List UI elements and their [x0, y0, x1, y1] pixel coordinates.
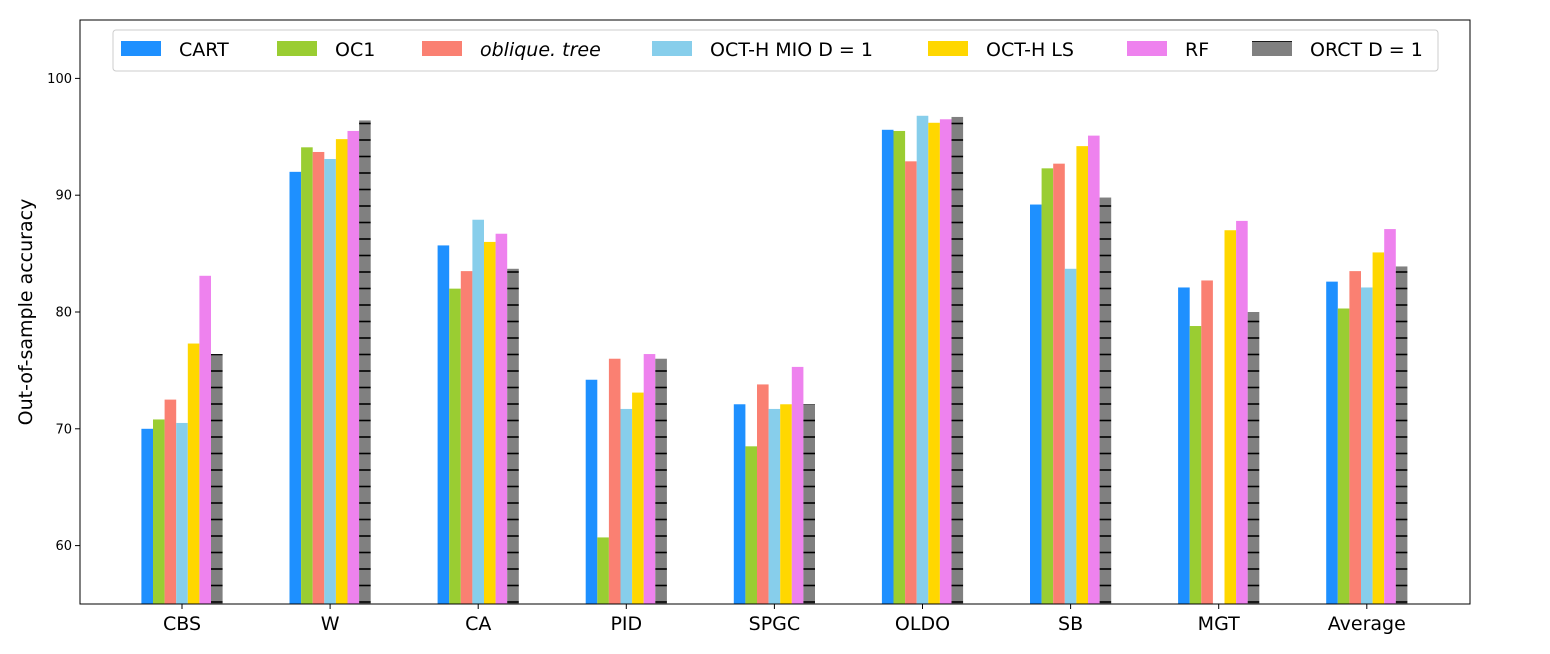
bar-rf-oldo — [939, 119, 952, 604]
bar-oct-h-mio-d-1-sb — [1064, 268, 1077, 604]
y-tick-label: 60 — [55, 539, 72, 554]
bar-oct-h-ls-oldo — [928, 122, 940, 604]
bars-layer — [141, 115, 1408, 605]
bar-cart-pid — [585, 379, 598, 604]
y-tick-label: 100 — [47, 72, 72, 87]
bar-oct-h-ls-spgc — [780, 404, 792, 604]
bar-oct-h-ls-sb — [1076, 146, 1088, 604]
y-axis-title: Out-of-sample accuracy — [15, 199, 37, 426]
legend-swatch — [652, 41, 692, 56]
bar-orct-d-1-spgc — [803, 404, 815, 604]
x-tick-label: SPGC — [749, 613, 801, 635]
bar-rf-w — [347, 130, 360, 604]
bar-orct-d-1-mgt — [1247, 312, 1260, 604]
bar-oblique-tree-spgc — [757, 384, 769, 604]
legend-label: RF — [1185, 39, 1209, 61]
bar-oct-h-mio-d-1-ca — [472, 219, 484, 605]
bar-orct-d-1-oldo — [951, 116, 964, 604]
x-tick-label: OLDO — [895, 613, 950, 635]
legend-swatch — [1252, 41, 1292, 56]
legend-label: CART — [179, 39, 229, 61]
bar-oct-h-ls-average — [1372, 252, 1385, 604]
legend-swatch — [1127, 41, 1167, 56]
bar-oc1-sb — [1041, 168, 1054, 604]
bar-orct-d-1-sb — [1099, 197, 1112, 605]
x-tick-label: MGT — [1198, 613, 1240, 635]
bar-oblique-tree-oldo — [905, 161, 917, 604]
legend-label: OCT-H MIO D = 1 — [710, 39, 873, 61]
bar-oct-h-ls-mgt — [1224, 230, 1237, 605]
y-tick-label: 70 — [55, 422, 72, 437]
legend-box — [112, 29, 1439, 72]
legend-swatch — [422, 41, 462, 56]
x-tick-label: W — [321, 613, 340, 635]
bar-oct-h-mio-d-1-spgc — [768, 408, 781, 604]
y-tick-label: 80 — [55, 306, 72, 321]
bar-oblique-tree-sb — [1053, 163, 1065, 604]
bar-oct-h-mio-d-1-pid — [620, 408, 633, 604]
bar-rf-spgc — [791, 366, 804, 604]
bar-rf-pid — [643, 354, 656, 604]
bar-orct-d-1-w — [359, 120, 371, 604]
bar-oc1-oldo — [893, 130, 906, 604]
bar-cart-sb — [1030, 204, 1042, 605]
bar-oc1-pid — [597, 537, 609, 604]
bar-oct-h-ls-pid — [632, 392, 644, 604]
bar-oc1-mgt — [1189, 326, 1202, 604]
legend-label: OC1 — [335, 39, 375, 61]
bar-oc1-spgc — [745, 446, 757, 604]
bar-oc1-w — [301, 147, 313, 604]
x-tick-label: PID — [610, 613, 642, 635]
bar-cart-spgc — [733, 404, 746, 604]
bar-cart-oldo — [881, 129, 894, 605]
x-tick-label: SB — [1058, 613, 1083, 635]
bar-oct-h-mio-d-1-average — [1361, 287, 1373, 604]
bar-oblique-tree-mgt — [1201, 280, 1213, 604]
bar-orct-d-1-pid — [655, 358, 667, 604]
bar-oblique-tree-cbs — [164, 399, 177, 604]
bar-oc1-ca — [449, 288, 461, 604]
bar-rf-ca — [495, 233, 508, 605]
bar-cart-ca — [437, 245, 450, 605]
legend-swatch — [928, 41, 968, 56]
bar-rf-mgt — [1236, 220, 1248, 604]
bar-rf-average — [1384, 229, 1396, 604]
legend-swatch — [277, 41, 317, 56]
x-tick-label: CA — [465, 613, 491, 635]
x-tick-label: Average — [1328, 613, 1406, 635]
bar-oct-h-mio-d-1-oldo — [916, 115, 929, 604]
legend-label: ORCT D = 1 — [1310, 39, 1423, 61]
bar-rf-sb — [1088, 135, 1100, 604]
bar-orct-d-1-ca — [507, 268, 519, 604]
bar-orct-d-1-cbs — [211, 354, 223, 604]
bar-oblique-tree-ca — [460, 271, 473, 604]
bar-cart-mgt — [1178, 287, 1190, 604]
bar-oct-h-ls-w — [335, 139, 348, 604]
bar-cart-w — [289, 171, 302, 604]
bar-oblique-tree-average — [1349, 271, 1361, 604]
axes-layer: 60 70 80 90 100 CBS W CA PID SPGC OLDO SB MGT Average… — [15, 19, 1471, 635]
bar-oct-h-ls-ca — [484, 241, 496, 605]
bar-oc1-average — [1337, 308, 1350, 604]
bar-rf-cbs — [199, 275, 211, 604]
bar-oc1-cbs — [153, 419, 165, 604]
y-tick-label: 90 — [55, 189, 72, 204]
bar-oblique-tree-w — [312, 151, 325, 605]
bar-oct-h-ls-cbs — [187, 343, 200, 604]
bar-cart-average — [1326, 281, 1338, 604]
x-tick-label: CBS — [163, 613, 201, 635]
legend-swatch — [121, 41, 161, 56]
bar-orct-d-1-average — [1395, 266, 1408, 604]
legend: CART OC1 oblique. tree OCT-H MIO D = 1 OCT-H… — [112, 29, 1439, 72]
legend-label: OCT-H LS — [986, 39, 1074, 61]
legend-label: oblique. tree — [480, 39, 601, 61]
bar-oct-h-mio-d-1-cbs — [176, 422, 188, 604]
bar-oct-h-mio-d-1-w — [324, 158, 336, 605]
bar-oblique-tree-pid — [608, 358, 621, 604]
bar-cart-cbs — [141, 428, 153, 604]
